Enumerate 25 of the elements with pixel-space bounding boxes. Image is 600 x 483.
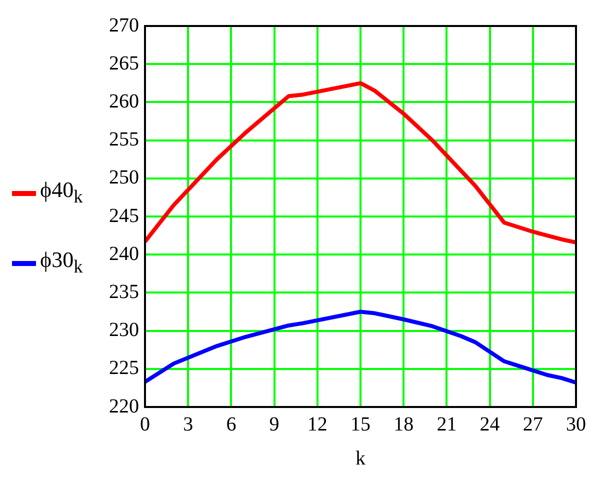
legend-label: ϕ40$_{k}$	[40, 177, 83, 208]
x-axis-title: k	[356, 447, 366, 470]
x-tick-label: 6	[226, 413, 236, 436]
y-tick-label: 270	[109, 14, 139, 36]
x-tick-label: 3	[183, 413, 194, 436]
y-tick-label: 260	[109, 90, 139, 112]
x-tick-label: 21	[436, 413, 457, 436]
x-tick-label: 24	[480, 413, 500, 436]
y-tick-label: 245	[109, 204, 139, 227]
x-tick-label: 12	[307, 413, 328, 436]
y-tick-label: 265	[109, 52, 139, 74]
y-tick-label: 230	[109, 319, 139, 342]
x-tick-label: 15	[350, 413, 370, 436]
y-tick-label: 225	[109, 357, 139, 380]
x-tick-label: 18	[394, 413, 414, 436]
legend-label: ϕ30$_{k}$	[40, 247, 83, 279]
y-tick-label: 235	[109, 280, 139, 303]
y-tick-label: 250	[109, 166, 139, 189]
y-tick-label: 220	[109, 395, 139, 418]
y-tick-label: 240	[109, 242, 139, 265]
x-tick-label: 27	[522, 413, 543, 436]
y-tick-label: 255	[109, 128, 139, 151]
x-tick-label: 30	[566, 413, 586, 436]
x-tick-label: 9	[269, 413, 280, 436]
x-tick-label: 0	[140, 413, 150, 436]
